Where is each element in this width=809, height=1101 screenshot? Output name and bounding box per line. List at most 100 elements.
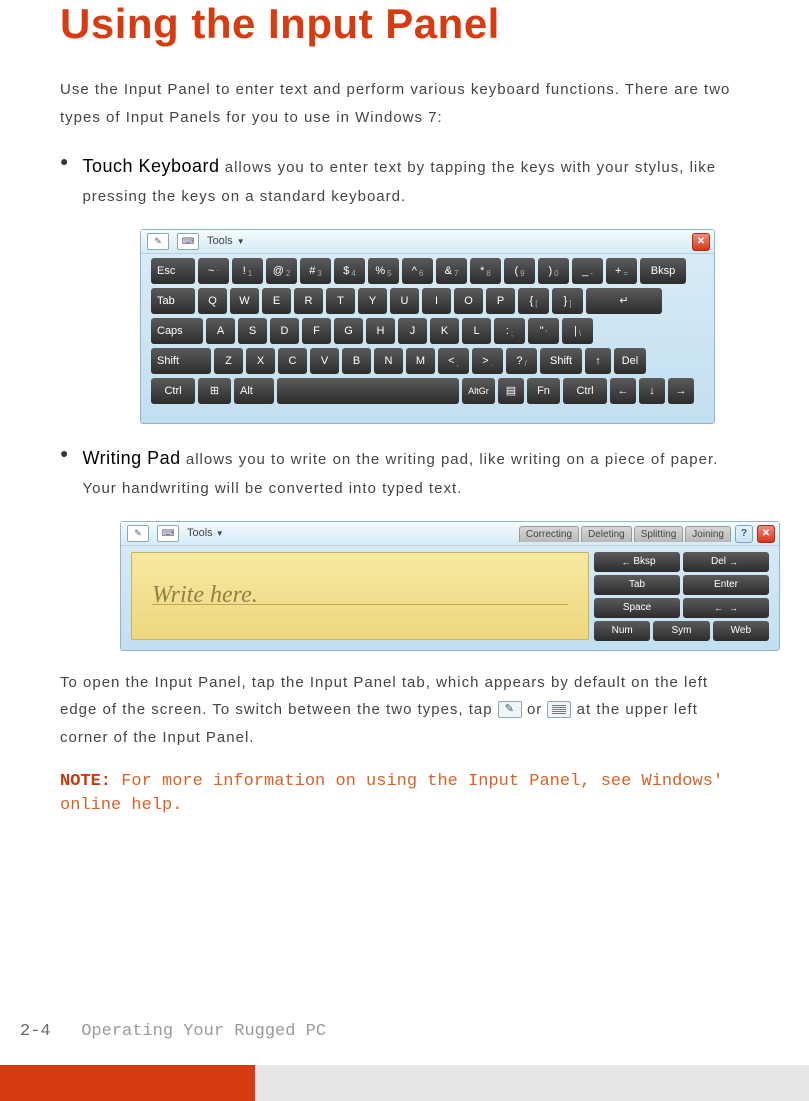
key-f[interactable]: F [302,318,331,344]
keyboard-mode-icon[interactable]: ⌨ [177,233,199,250]
wp-tab-correcting[interactable]: Correcting [519,526,579,542]
key-e[interactable]: E [262,288,291,314]
key-w[interactable]: W [230,288,259,314]
footer-gray-block [255,1065,809,1101]
key-r[interactable]: R [294,288,323,314]
key-[interactable]: <, [438,348,469,374]
key-esc[interactable]: Esc [151,258,195,284]
key-[interactable]: {[ [518,288,549,314]
key-[interactable]: |\ [562,318,593,344]
key-[interactable] [277,378,459,404]
wp-button-sym[interactable]: Sym [653,621,709,641]
bullet-dot-icon: ● [60,150,68,211]
wp-button-space[interactable]: Space [594,598,680,618]
key-[interactable]: }] [552,288,583,314]
key-[interactable]: )0 [538,258,569,284]
open-text-mid: or [527,701,548,718]
key-tab[interactable]: Tab [151,288,195,314]
key-u[interactable]: U [390,288,419,314]
key-n[interactable]: N [374,348,403,374]
key-z[interactable]: Z [214,348,243,374]
key-[interactable]: :; [494,318,525,344]
wp-button-enter[interactable]: Enter [683,575,769,595]
key-[interactable]: !1 [232,258,263,284]
key-[interactable]: ^6 [402,258,433,284]
key-[interactable]: ?/ [506,348,537,374]
key-[interactable]: → [668,378,694,404]
key-[interactable]: *8 [470,258,501,284]
close-button[interactable]: ✕ [692,233,710,251]
key-d[interactable]: D [270,318,299,344]
key-[interactable]: ↵ [586,288,662,314]
key-h[interactable]: H [366,318,395,344]
wp-button-arrow[interactable]: ←→ [683,598,769,618]
key-caps[interactable]: Caps [151,318,203,344]
key-[interactable]: %5 [368,258,399,284]
writing-pad-area[interactable]: Write here. [131,552,589,640]
key-fn[interactable]: Fn [527,378,560,404]
page-footer-text: 2-4 Operating Your Rugged PC [20,1022,326,1041]
key-i[interactable]: I [422,288,451,314]
key-k[interactable]: K [430,318,459,344]
wp-button-del[interactable]: Del→ [683,552,769,572]
key-shift[interactable]: Shift [540,348,582,374]
key-[interactable]: $4 [334,258,365,284]
key-m[interactable]: M [406,348,435,374]
tools-menu-label: Tools [187,527,213,539]
key-[interactable]: ← [610,378,636,404]
key-[interactable]: &7 [436,258,467,284]
help-button[interactable]: ? [735,525,753,543]
key-altgr[interactable]: AltGr [462,378,495,404]
key-shift[interactable]: Shift [151,348,211,374]
key-[interactable]: @2 [266,258,297,284]
pen-mode-icon[interactable]: ✎ [127,525,149,542]
pen-mode-icon[interactable]: ✎ [147,233,169,250]
key-v[interactable]: V [310,348,339,374]
key-o[interactable]: O [454,288,483,314]
keyboard-mode-icon[interactable]: ⌨ [157,525,179,542]
key-[interactable]: ↑ [585,348,611,374]
key-ctrl[interactable]: Ctrl [151,378,195,404]
key-y[interactable]: Y [358,288,387,314]
wp-button-bksp[interactable]: ←Bksp [594,552,680,572]
key-q[interactable]: Q [198,288,227,314]
wp-tab-deleting[interactable]: Deleting [581,526,632,542]
key-[interactable]: #3 [300,258,331,284]
key-[interactable]: (9 [504,258,535,284]
tools-menu[interactable]: Tools ▼ [187,527,224,539]
key-c[interactable]: C [278,348,307,374]
key-del[interactable]: Del [614,348,646,374]
key-b[interactable]: B [342,348,371,374]
wp-tab-splitting[interactable]: Splitting [634,526,684,542]
wp-button-tab[interactable]: Tab [594,575,680,595]
wp-button-web[interactable]: Web [713,621,769,641]
intro-paragraph: Use the Input Panel to enter text and pe… [60,76,749,132]
key-[interactable]: ▤ [498,378,524,404]
key-[interactable]: _- [572,258,603,284]
close-button[interactable]: ✕ [757,525,775,543]
key-s[interactable]: S [238,318,267,344]
key-[interactable]: "' [528,318,559,344]
key-l[interactable]: L [462,318,491,344]
tools-menu-label: Tools [207,235,233,247]
key-[interactable]: ~` [198,258,229,284]
key-[interactable]: ⊞ [198,378,231,404]
key-x[interactable]: X [246,348,275,374]
wp-tab-joining[interactable]: Joining [685,526,731,542]
key-[interactable]: += [606,258,637,284]
page-number: 2-4 [20,1022,51,1041]
key-a[interactable]: A [206,318,235,344]
key-alt[interactable]: Alt [234,378,274,404]
key-j[interactable]: J [398,318,427,344]
key-p[interactable]: P [486,288,515,314]
key-bksp[interactable]: Bksp [640,258,686,284]
key-[interactable]: ↓ [639,378,665,404]
bullet-1-lead: Touch Keyboard [82,156,219,176]
key-g[interactable]: G [334,318,363,344]
key-ctrl[interactable]: Ctrl [563,378,607,404]
key-t[interactable]: T [326,288,355,314]
note-paragraph: NOTE: For more information on using the … [60,770,749,818]
tools-menu[interactable]: Tools ▼ [207,235,245,247]
wp-button-num[interactable]: Num [594,621,650,641]
key-[interactable]: >. [472,348,503,374]
